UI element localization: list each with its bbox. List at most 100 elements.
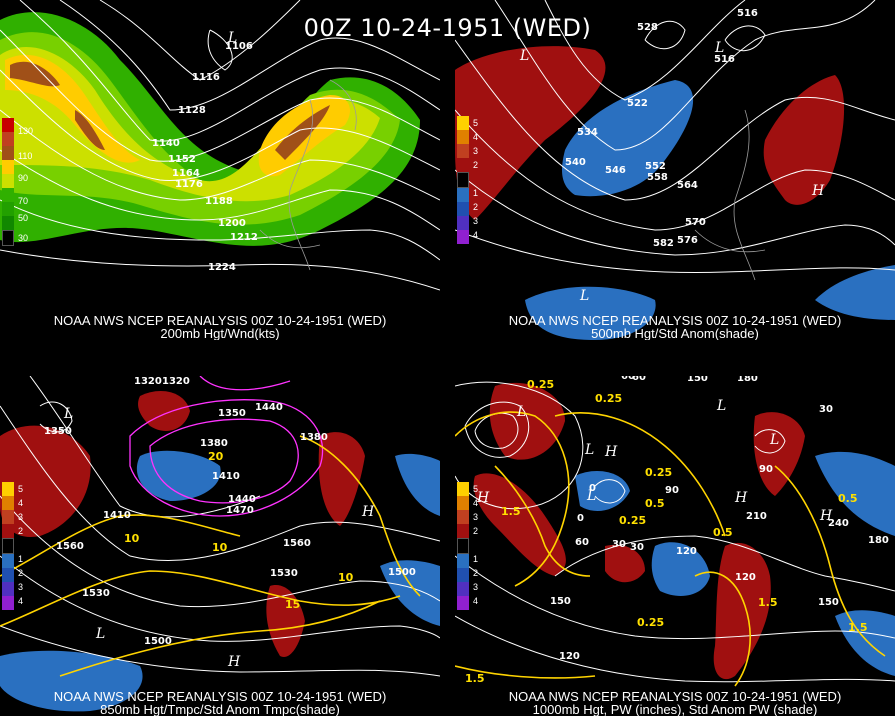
legend-label: 2	[473, 526, 479, 536]
contour-label: 1500	[388, 567, 416, 578]
contour-label: 1350	[218, 408, 246, 419]
contour-label: 60	[621, 376, 635, 382]
contour-label: 570	[685, 217, 706, 228]
legend-label: 1	[473, 554, 479, 564]
contour-label: 180	[737, 376, 758, 384]
contour-label: 1470	[226, 505, 254, 516]
legend-label: 1	[473, 188, 479, 198]
contour-label: 120	[735, 572, 756, 583]
contour-label: 558	[647, 172, 668, 183]
contour-label: 60	[632, 376, 646, 383]
std-anom-legend: 5 4 3 2 1 2 3 4	[457, 482, 478, 610]
legend-label: 3	[473, 216, 479, 226]
pw-label: 1.5	[465, 672, 485, 685]
low-marker: L	[714, 40, 724, 56]
legend-label: 4	[473, 230, 479, 240]
legend-label: 3	[473, 512, 479, 522]
legend-label: 3	[473, 146, 479, 156]
low-marker: L	[579, 288, 589, 304]
pw-label: 0.5	[838, 492, 858, 505]
contour-label: 1106	[225, 41, 253, 52]
map-850mb-canvas: 1320 1320 1350 1380 1410 1440 1470 1560 …	[0, 376, 440, 712]
contour-label: 0	[577, 513, 584, 524]
legend-label: 50	[18, 213, 29, 223]
map-500mb-canvas: 528 516 522 534 540 546 552 558 564 570 …	[455, 0, 895, 340]
contour-label: 1152	[168, 154, 196, 165]
legend-label: 1	[18, 554, 24, 564]
panel-caption-source: NOAA NWS NCEP REANALYSIS 00Z 10-24-1951 …	[508, 313, 842, 328]
panel-200mb-map: 1106 1116 1128 1140 1152 1164 1176 1188 …	[0, 0, 440, 340]
contour-label: 1188	[205, 196, 233, 207]
contour-label: 1530	[270, 568, 298, 579]
contour-label: 1212	[230, 232, 258, 243]
contour-label: 1164	[172, 168, 200, 179]
contour-label: 1560	[56, 541, 84, 552]
contour-label: 1440	[255, 402, 283, 413]
contour-label: 1530	[82, 588, 110, 599]
legend-label: 3	[18, 512, 24, 522]
low-marker: L	[63, 406, 73, 422]
contour-label: 0	[589, 483, 596, 494]
legend-label: 2	[473, 160, 479, 170]
contour-label: 150	[687, 376, 708, 384]
map-1000mb-canvas: 60 150 180 30 0 30 90 120 150 210 240 18…	[455, 376, 895, 687]
contour-label: 30	[630, 542, 644, 553]
panel-caption-source: NOAA NWS NCEP REANALYSIS 00Z 10-24-1951 …	[53, 313, 387, 328]
contour-label: 150	[818, 597, 839, 608]
contour-label: 576	[677, 235, 698, 246]
contour-label: 540	[565, 157, 586, 168]
pw-label: 0.25	[637, 616, 664, 629]
pw-label: 1.5	[758, 596, 778, 609]
isotherm-label: 15	[285, 598, 300, 611]
panel-1000mb-map: 60 150 180 30 0 30 90 120 150 210 240 18…	[455, 376, 895, 716]
panel-caption-field: 1000mb Hgt, PW (inches), Std Anom PW (sh…	[532, 702, 818, 716]
legend-label: 2	[473, 568, 479, 578]
isotherm-label: 10	[338, 571, 354, 584]
legend-label: 4	[473, 498, 479, 508]
contour-label: 534	[577, 127, 598, 138]
low-marker: L	[584, 442, 594, 458]
contour-label: 546	[605, 165, 626, 176]
contour-label: 516	[714, 54, 735, 65]
contour-label: 1410	[212, 471, 240, 482]
high-marker: H	[819, 508, 833, 524]
contour-label: 1320	[134, 376, 162, 387]
panel-500mb-map: 528 516 522 534 540 546 552 558 564 570 …	[455, 0, 895, 340]
pw-label: 0.25	[527, 378, 554, 391]
high-marker: H	[476, 490, 490, 506]
panel-caption-source: NOAA NWS NCEP REANALYSIS 00Z 10-24-1951 …	[53, 689, 387, 704]
low-marker: L	[769, 432, 779, 448]
legend-label: 5	[473, 484, 479, 494]
panel-caption-field: 500mb Hgt/Std Anom(shade)	[591, 326, 759, 341]
contour-label: 1440	[228, 494, 256, 505]
high-marker: H	[734, 490, 748, 506]
legend-label: 3	[473, 582, 479, 592]
low-marker: L	[227, 30, 237, 46]
pw-label: 0.5	[645, 497, 665, 510]
contour-label: 1116	[192, 72, 220, 83]
contour-label: 1140	[152, 138, 180, 149]
contour-label: 1560	[283, 538, 311, 549]
low-marker: L	[586, 488, 596, 504]
panel-caption-source: NOAA NWS NCEP REANALYSIS 00Z 10-24-1951 …	[508, 689, 842, 704]
contour-label: 1500	[144, 636, 172, 647]
contour-label: 1350	[44, 426, 72, 437]
isotherm-label: 20	[208, 450, 224, 463]
contour-label: 1410	[103, 510, 131, 521]
pw-label: 1.5	[501, 505, 521, 518]
contour-label: 30	[819, 404, 833, 415]
panel-850mb-map: 1320 1320 1350 1380 1410 1440 1470 1560 …	[0, 376, 440, 716]
contour-label: 1176	[175, 179, 203, 190]
map-200mb-canvas: 1106 1116 1128 1140 1152 1164 1176 1188 …	[0, 0, 440, 291]
contour-label: 90	[665, 485, 679, 496]
legend-label: 4	[18, 498, 24, 508]
isotherm-label: 10	[124, 532, 140, 545]
high-marker: H	[227, 654, 241, 670]
low-marker: L	[716, 398, 726, 414]
legend-label: 4	[473, 596, 479, 606]
std-anom-legend: 5 4 3 2 1 2 3 4	[2, 482, 23, 610]
low-marker: L	[516, 404, 526, 420]
legend-label: 110	[18, 151, 33, 161]
pw-label: 0.25	[619, 514, 646, 527]
isotherm-label: 10	[212, 541, 228, 554]
